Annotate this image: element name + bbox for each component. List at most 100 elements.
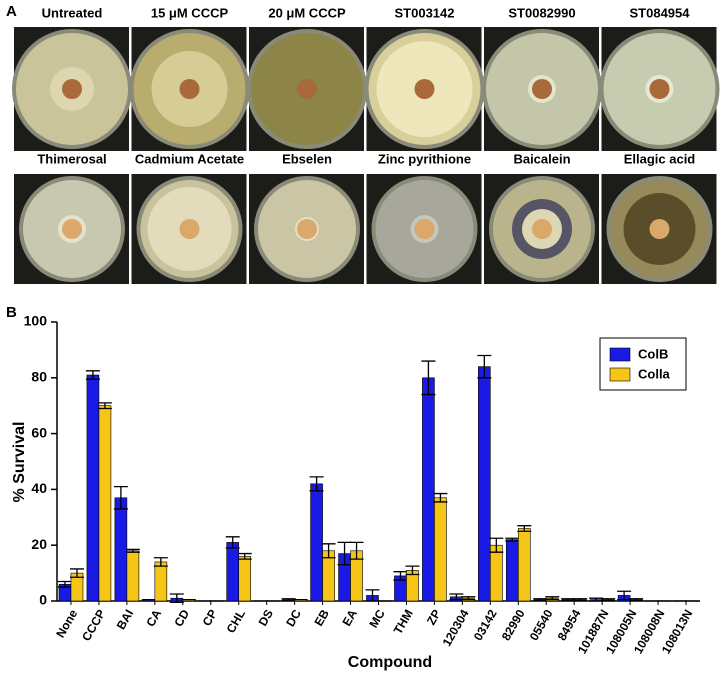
disk [62, 79, 82, 99]
error-bar [169, 593, 184, 604]
bar [478, 366, 491, 602]
x-tick-label: MC [366, 607, 388, 630]
disk [532, 79, 552, 99]
bar [126, 550, 140, 602]
bar [310, 483, 323, 602]
disk [62, 219, 82, 239]
error-bar [449, 593, 464, 601]
error-bar [85, 370, 100, 380]
dish-label: Ellagic acid [624, 151, 696, 166]
x-tick-label: CHL [224, 607, 248, 635]
disk [649, 79, 670, 99]
error-bar [125, 548, 140, 553]
bar [238, 556, 252, 602]
error-bar [337, 541, 352, 566]
error-bar [405, 565, 420, 576]
x-tick-label: DS [256, 607, 276, 628]
error-bar [153, 557, 168, 567]
error-bar [349, 541, 364, 560]
dish-label: Cadmium Acetate [135, 151, 244, 166]
error-bar [589, 597, 604, 602]
disk [179, 219, 200, 239]
bar [98, 405, 112, 602]
error-bar [545, 596, 560, 601]
error-bar [421, 360, 436, 396]
x-tick-label: 84954 [555, 607, 584, 643]
error-bar [433, 492, 448, 503]
x-tick-label: 82990 [499, 607, 528, 643]
bar [114, 497, 128, 602]
error-bar [225, 536, 240, 549]
legend-box [599, 337, 687, 391]
legend-swatch [609, 367, 631, 382]
disk [297, 79, 317, 99]
x-tick-label: EA [339, 607, 360, 629]
error-bar [309, 476, 324, 492]
dish-label: ST0082990 [508, 5, 575, 20]
error-bar [533, 598, 548, 602]
disk [179, 79, 200, 99]
disk [532, 219, 552, 239]
bar [226, 542, 240, 602]
x-axis-title: Compound [348, 654, 432, 671]
y-tick-label: 40 [31, 480, 47, 496]
panel-label: A [6, 3, 17, 20]
x-tick-label: 05540 [527, 607, 556, 643]
bar [517, 528, 531, 602]
bar [490, 544, 503, 602]
dish-label: Zinc pyrithione [378, 151, 471, 166]
dish-label: ST003142 [395, 5, 455, 20]
dish-label: ST084954 [630, 5, 691, 20]
disk [414, 219, 435, 239]
dish-label: Baicalein [513, 151, 570, 166]
disk [649, 219, 670, 239]
x-tick-label: CCCP [79, 607, 108, 643]
x-tick-label: CP [200, 607, 220, 628]
error-bar [573, 598, 588, 602]
x-tick-label: CA [143, 607, 164, 629]
dish-label: Untreated [42, 5, 103, 20]
x-tick-label: CD [171, 607, 192, 629]
panel-label: B [6, 304, 17, 321]
legend-swatch [609, 347, 631, 362]
error-bar [489, 537, 504, 553]
disk [297, 219, 317, 239]
error-bar [477, 354, 492, 379]
bar [434, 497, 447, 602]
bar [505, 539, 519, 602]
error-bar [281, 598, 296, 602]
dish-label: Ebselen [282, 151, 332, 166]
y-tick-label: 20 [31, 536, 47, 552]
error-bar [461, 596, 476, 601]
y-tick-label: 80 [31, 369, 47, 385]
x-tick-label: BAI [114, 607, 136, 632]
error-bar [97, 402, 112, 410]
legend-label: ColB [638, 346, 668, 361]
error-bar [365, 589, 380, 602]
error-bar [517, 525, 532, 532]
bar [154, 561, 168, 602]
y-tick-label: 0 [39, 592, 47, 608]
x-tick-label: EB [311, 607, 332, 629]
y-axis-title: % Survival [11, 422, 28, 503]
y-tick-label: 100 [24, 313, 48, 329]
y-tick-label: 60 [31, 424, 47, 440]
error-bar [57, 580, 72, 588]
error-bar [505, 537, 520, 542]
x-tick-label: DC [283, 607, 304, 629]
dish-label: Thimerosal [37, 151, 106, 166]
error-bar [561, 598, 576, 602]
error-bar [601, 598, 616, 602]
x-tick-label: 03142 [471, 607, 500, 643]
error-bar [113, 485, 128, 510]
x-tick-label: THM [391, 607, 416, 637]
x-tick-label: ZP [424, 607, 444, 627]
error-bar [321, 543, 336, 559]
dish-label: 15 μM CCCP [151, 5, 229, 20]
x-tick-label: 120304 [440, 607, 472, 649]
error-bar [393, 571, 408, 581]
x-tick-label: None [53, 607, 80, 640]
bar [422, 377, 435, 602]
legend-label: Colla [638, 366, 671, 381]
